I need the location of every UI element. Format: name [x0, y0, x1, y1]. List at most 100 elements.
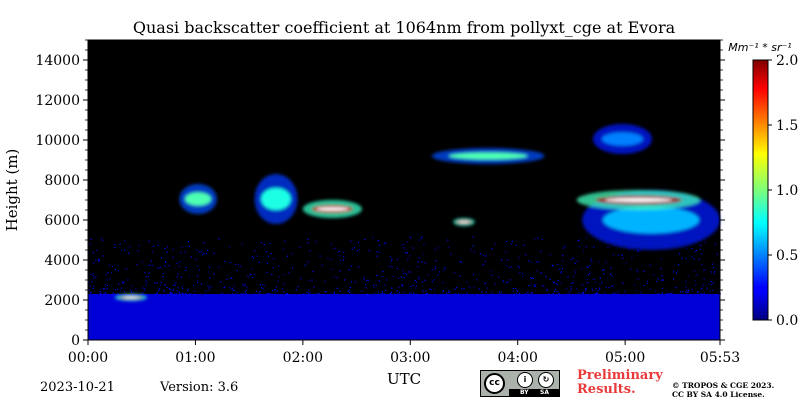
noise-point: [556, 283, 558, 285]
noise-point: [541, 272, 543, 274]
noise-point: [466, 281, 468, 283]
cc-license-badge[interactable]: cc i ↻ BY SA: [480, 370, 560, 397]
noise-point: [380, 293, 382, 295]
noise-point: [361, 290, 363, 292]
noise-point: [109, 278, 111, 280]
noise-point: [130, 289, 132, 291]
noise-point: [709, 290, 711, 293]
noise-point: [595, 288, 597, 290]
noise-point: [253, 293, 255, 295]
noise-point: [460, 293, 462, 296]
noise-point: [223, 287, 225, 289]
noise-point: [422, 293, 424, 295]
noise-point: [473, 286, 475, 289]
noise-point: [529, 276, 532, 279]
noise-point: [578, 239, 580, 241]
noise-point: [254, 293, 257, 296]
copyright-line-1: © TROPOS & CGE 2023.: [672, 381, 775, 390]
noise-point: [597, 261, 600, 263]
noise-point: [599, 277, 601, 279]
noise-point: [302, 293, 305, 295]
noise-point: [422, 290, 424, 293]
noise-point: [546, 288, 548, 291]
noise-point: [686, 247, 688, 249]
noise-point: [247, 275, 249, 277]
noise-point: [107, 272, 109, 274]
noise-point: [300, 278, 302, 280]
colorbar-tick-label: 2.0: [776, 53, 798, 69]
noise-point: [207, 285, 209, 287]
noise-point: [482, 254, 484, 256]
noise-point: [348, 269, 350, 271]
noise-point: [226, 278, 228, 280]
noise-point: [548, 293, 550, 295]
noise-point: [350, 281, 352, 283]
noise-point: [168, 265, 170, 267]
noise-point: [338, 254, 340, 256]
noise-point: [91, 281, 93, 283]
noise-point: [639, 249, 641, 251]
noise-point: [372, 237, 374, 239]
noise-point: [422, 253, 424, 255]
noise-point: [393, 275, 395, 278]
noise-point: [286, 255, 289, 257]
noise-point: [615, 292, 617, 294]
noise-point: [205, 252, 208, 255]
noise-point: [384, 284, 386, 286]
noise-point: [463, 287, 465, 290]
noise-point: [229, 262, 231, 264]
noise-point: [241, 292, 243, 295]
noise-point: [377, 240, 379, 242]
noise-point: [610, 267, 612, 269]
noise-point: [601, 282, 603, 284]
noise-point: [245, 289, 247, 291]
noise-point: [148, 240, 150, 242]
colorbar-tick-label: 1.5: [776, 118, 798, 134]
noise-point: [457, 293, 460, 295]
noise-point: [630, 268, 632, 270]
noise-point: [540, 272, 542, 274]
noise-point: [517, 265, 519, 267]
noise-point: [95, 276, 97, 278]
y-tick-label: 0: [71, 333, 80, 349]
noise-point: [518, 257, 520, 259]
noise-point: [511, 293, 513, 295]
noise-point: [582, 291, 584, 293]
noise-point: [410, 293, 412, 296]
noise-point: [309, 250, 311, 252]
noise-point: [622, 282, 624, 285]
noise-point: [446, 293, 448, 296]
noise-point: [562, 254, 564, 257]
noise-point: [176, 292, 178, 295]
noise-point: [417, 266, 419, 268]
noise-point: [188, 245, 190, 247]
noise-point: [541, 238, 543, 240]
noise-point: [611, 275, 613, 277]
noise-point: [521, 275, 524, 277]
cloud-core: [448, 152, 528, 160]
noise-point: [229, 286, 231, 288]
noise-point: [406, 252, 408, 254]
noise-point: [177, 273, 179, 275]
noise-point: [93, 277, 95, 279]
cloud-saturated: [316, 207, 349, 211]
noise-point: [552, 265, 554, 267]
noise-point: [415, 293, 417, 296]
noise-point: [183, 293, 185, 296]
noise-point: [182, 292, 184, 294]
noise-point: [237, 263, 239, 266]
noise-point: [500, 293, 502, 295]
noise-point: [382, 270, 384, 273]
noise-point: [274, 292, 276, 294]
noise-point: [196, 249, 198, 251]
noise-point: [518, 266, 520, 269]
noise-point: [714, 243, 717, 246]
noise-point: [593, 278, 595, 280]
noise-point: [586, 266, 588, 268]
noise-point: [309, 280, 311, 282]
noise-point: [611, 285, 614, 287]
noise-point: [661, 292, 663, 294]
noise-point: [589, 264, 591, 267]
cloud-core: [184, 192, 212, 206]
noise-point: [98, 261, 100, 263]
